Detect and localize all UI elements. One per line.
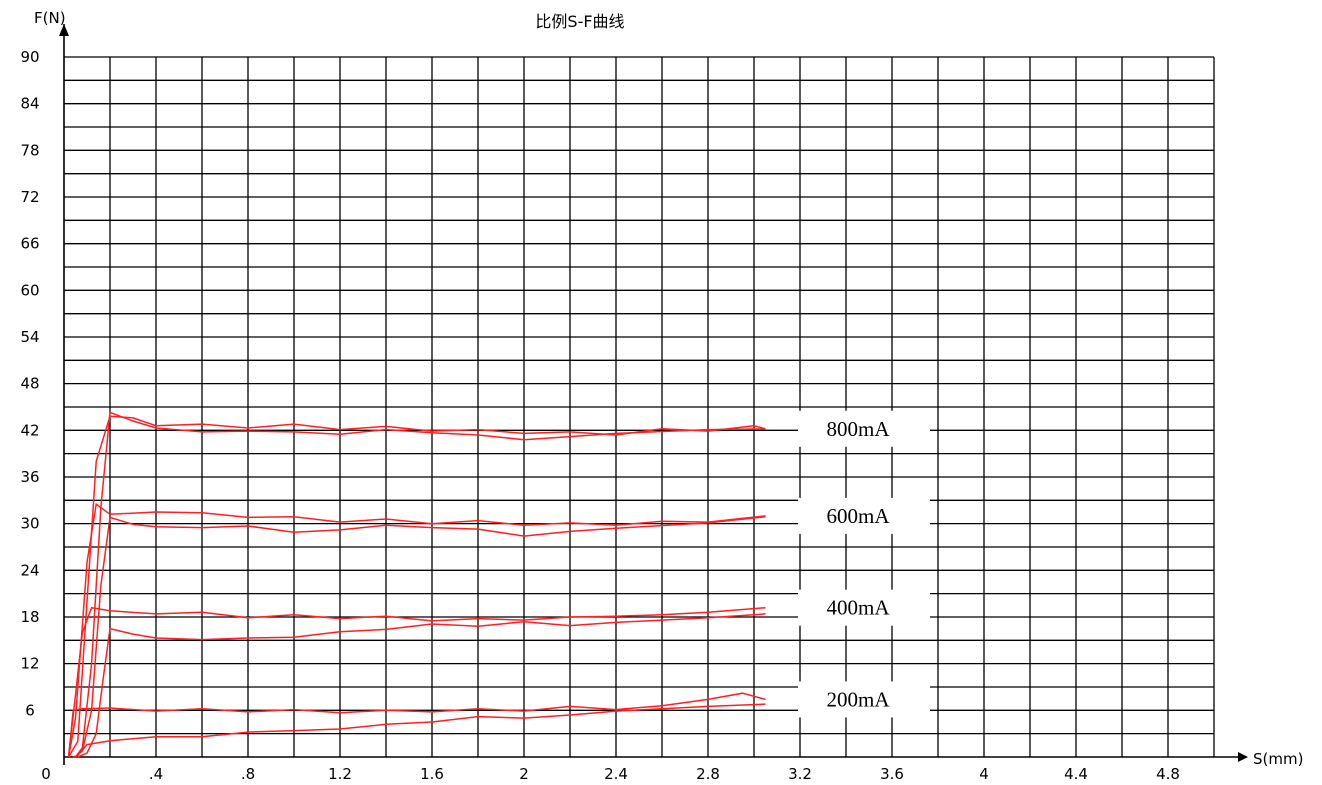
chart-title: 比例S-F曲线 <box>535 12 624 31</box>
x-tick-label: .4 <box>149 765 163 783</box>
series-label-box <box>798 681 930 718</box>
y-tick-label: 6 <box>25 701 35 719</box>
x-tick-label: 1.6 <box>420 765 444 783</box>
series-800ma-loading-line <box>67 415 766 758</box>
x-tick-label: 4.8 <box>1156 765 1180 783</box>
y-tick-label: 12 <box>20 655 39 673</box>
series-400ma-unloading-line <box>77 613 766 758</box>
x-tick-label: .8 <box>241 765 255 783</box>
axes <box>59 24 1248 765</box>
y-tick-label: 72 <box>20 188 39 206</box>
x-tick-label: 2 <box>519 765 529 783</box>
y-axis-arrow <box>59 24 69 36</box>
x-axis-title: S(mm) <box>1253 750 1303 768</box>
series-label-200ma: 200mA <box>827 687 891 711</box>
y-tick-label: 84 <box>20 95 39 113</box>
x-tick-label: 3.6 <box>880 765 904 783</box>
series-label-600ma: 600mA <box>827 504 891 528</box>
grid <box>64 56 1215 757</box>
series-label-box <box>798 410 930 447</box>
series-labels: 800mA 600mA 400mA 200mA <box>798 410 930 718</box>
series-600ma-loading-line <box>67 502 766 758</box>
series-label-800ma: 800mA <box>827 417 891 441</box>
y-tick-label: 90 <box>20 48 39 66</box>
y-tick-label: 48 <box>20 375 39 393</box>
tick-labels: 0 .4 .8 1.2 1.6 2 2.4 2.8 3.2 3.6 4 4.4 4.8 6 12 18 24 30… <box>20 48 1179 783</box>
y-tick-label: 36 <box>20 468 39 486</box>
series-label-box <box>798 497 930 534</box>
x-tick-label: 4 <box>979 765 989 783</box>
y-tick-label: 18 <box>20 608 39 626</box>
series-200ma-unloading-line <box>72 703 766 758</box>
series-lines <box>67 411 766 758</box>
y-tick-label: 60 <box>20 281 39 299</box>
y-tick-label: 42 <box>20 421 39 439</box>
y-tick-label: 66 <box>20 235 39 253</box>
y-tick-label: 78 <box>20 141 39 159</box>
x-tick-label: 2.8 <box>696 765 720 783</box>
x-tick-label: 4.4 <box>1064 765 1088 783</box>
series-200ma-loading-line <box>67 692 766 758</box>
x-tick-label: 1.2 <box>328 765 352 783</box>
series-600ma-unloading-line <box>74 515 766 758</box>
y-tick-label: 24 <box>20 561 39 579</box>
y-tick-label: 54 <box>20 328 39 346</box>
series-400ma-loading-line <box>67 606 766 758</box>
x-tick-label: 0 <box>41 765 51 783</box>
y-tick-label: 30 <box>20 515 39 533</box>
x-axis-arrow <box>1238 752 1248 762</box>
x-tick-label: 2.4 <box>604 765 628 783</box>
series-label-400ma: 400mA <box>827 596 891 620</box>
x-tick-label: 3.2 <box>788 765 812 783</box>
y-axis-title: F(N) <box>34 9 66 27</box>
series-label-box <box>798 589 930 626</box>
